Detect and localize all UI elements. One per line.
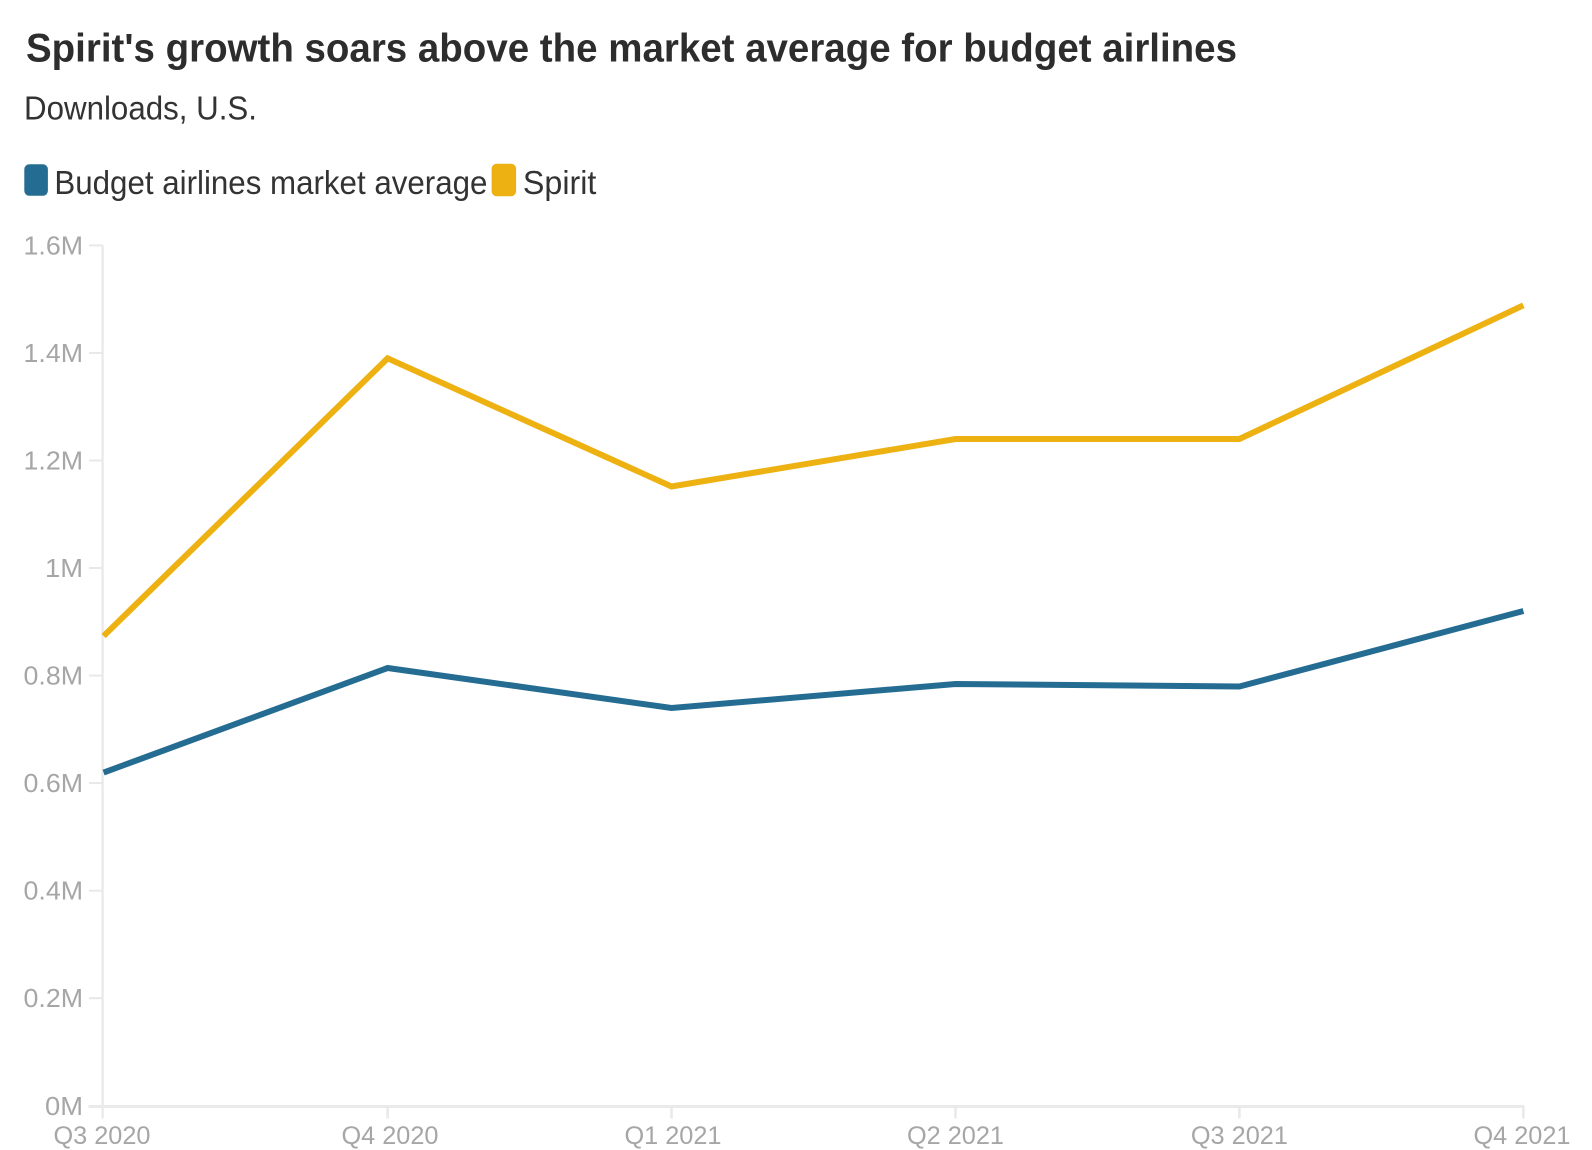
svg-text:Spirit: Spirit [523,164,597,201]
svg-text:0.8M: 0.8M [24,661,84,691]
svg-text:Spirit's growth soars above th: Spirit's growth soars above the market a… [26,26,1237,70]
svg-text:Q3 2021: Q3 2021 [1191,1122,1288,1150]
svg-text:Q3 2020: Q3 2020 [54,1122,151,1150]
svg-text:1.4M: 1.4M [24,338,84,368]
svg-text:1M: 1M [45,553,83,583]
svg-text:1.2M: 1.2M [24,446,84,476]
svg-text:0M: 0M [45,1091,83,1121]
svg-text:0.6M: 0.6M [24,768,84,798]
svg-text:Q4 2020: Q4 2020 [342,1122,439,1150]
svg-text:Q2 2021: Q2 2021 [907,1122,1004,1150]
svg-text:1.6M: 1.6M [24,230,84,260]
svg-text:Q1 2021: Q1 2021 [625,1122,722,1150]
svg-text:Q4 2021: Q4 2021 [1474,1122,1571,1150]
svg-text:0.4M: 0.4M [24,876,84,906]
svg-text:Downloads, U.S.: Downloads, U.S. [24,90,257,127]
svg-text:Budget airlines market average: Budget airlines market average [54,164,487,201]
svg-text:0.2M: 0.2M [24,983,84,1013]
